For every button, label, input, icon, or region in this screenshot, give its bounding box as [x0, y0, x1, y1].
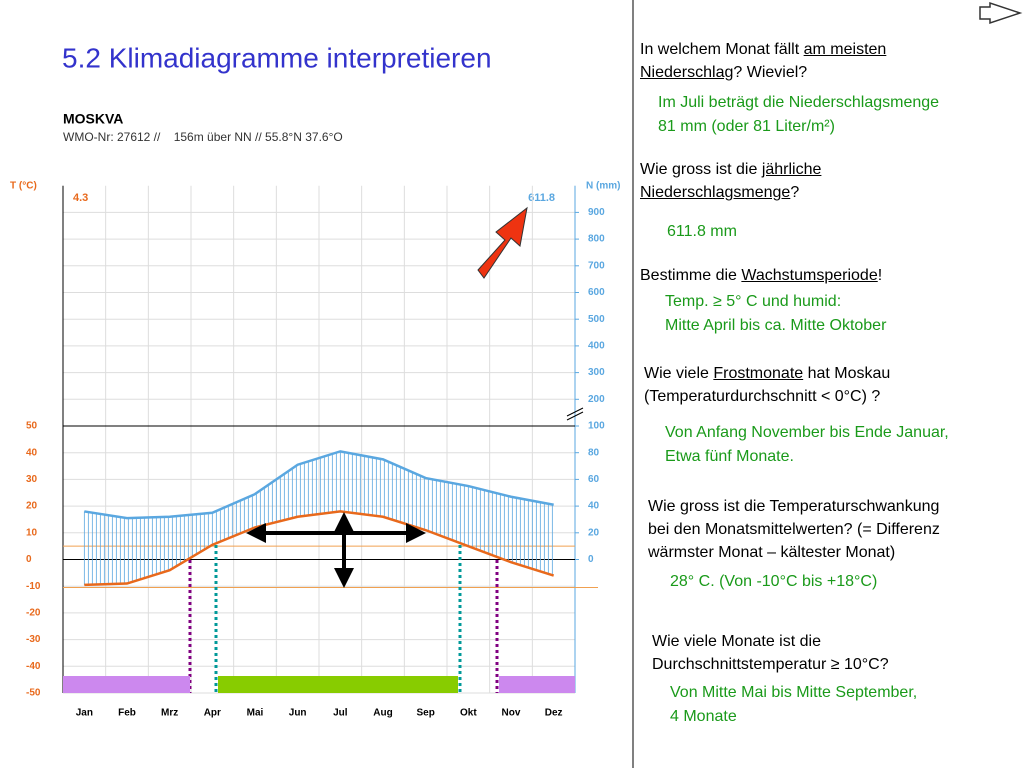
- y-tick-label: 0: [26, 554, 32, 565]
- y2-tick-label: 900: [588, 207, 605, 218]
- next-button[interactable]: [979, 1, 1023, 25]
- question-text: ? Wieviel?: [733, 64, 808, 81]
- period-bar: [63, 676, 190, 693]
- question: In welchem Monat fällt am meisten Nieder…: [640, 38, 960, 84]
- y-tick-label: -40: [26, 661, 41, 672]
- x-tick-label: Okt: [460, 708, 477, 719]
- y2-tick-label: 60: [588, 474, 600, 485]
- x-tick-label: Aug: [373, 708, 392, 719]
- x-tick-label: Sep: [416, 708, 434, 719]
- annotation-layer: -50-40-30-20-100102030405002040608010020…: [26, 185, 605, 719]
- question-keyword: Frostmonate: [713, 365, 804, 382]
- period-bar: [218, 676, 458, 693]
- chart-title: MOSKVA: [63, 111, 123, 127]
- y-tick-label: 30: [26, 474, 38, 485]
- answer: Temp. ≥ 5° C und humid: Mitte April bis c…: [665, 290, 886, 338]
- question-text: Bestimme die: [640, 267, 742, 284]
- answer-line: 4 Monate: [670, 708, 737, 725]
- y2-tick-label: 100: [588, 421, 605, 432]
- question: Wie gross ist die Temperaturschwankung be…: [648, 495, 1018, 564]
- y-axis-label: T (°C): [10, 181, 37, 192]
- x-tick-label: Jan: [76, 708, 93, 719]
- y-tick-label: -10: [26, 581, 41, 592]
- y-tick-label: 40: [26, 447, 38, 458]
- answer: Von Anfang November bis Ende Januar, Etwa…: [665, 421, 949, 469]
- y2-axis-label: N (mm): [586, 181, 620, 192]
- answer-line: Im Juli beträgt die Niederschlagsmenge: [658, 94, 940, 111]
- answer: Im Juli beträgt die Niederschlagsmenge 81…: [658, 91, 939, 139]
- question-line: Wie viele Monate ist die: [652, 633, 821, 650]
- x-tick-label: Mai: [247, 708, 264, 719]
- question: Wie viele Frostmonate hat Moskau (Temper…: [644, 362, 974, 408]
- y-tick-label: -30: [26, 634, 41, 645]
- question-line: wärmster Monat – kältester Monat): [648, 544, 896, 561]
- answer-line: 611.8 mm: [667, 223, 737, 240]
- chart-subtitle: WMO-Nr: 27612 // 156m über NN // 55.8°N …: [63, 130, 343, 144]
- answer-line: Von Anfang November bis Ende Januar,: [665, 424, 949, 441]
- question-line: Durchschnittstemperatur ≥ 10°C?: [652, 656, 889, 673]
- series-line: [84, 510, 555, 587]
- answer-line: Mitte April bis ca. Mitte Oktober: [665, 317, 887, 334]
- slide-title: 5.2 Klimadiagramme interpretieren: [62, 42, 492, 73]
- answer: 611.8 mm: [667, 220, 737, 244]
- series-line: [84, 450, 554, 520]
- y2-tick-label: 80: [588, 447, 600, 458]
- question-text: Wie viele: [644, 365, 714, 382]
- y2-tick-label: 20: [588, 527, 600, 538]
- y-tick-label: 50: [26, 421, 38, 432]
- y2-tick-label: 700: [588, 260, 605, 271]
- answer-line: Etwa fünf Monate.: [665, 448, 794, 465]
- x-tick-label: Apr: [204, 708, 221, 719]
- y2-tick-label: 300: [588, 367, 605, 378]
- question-text: ?: [790, 184, 800, 201]
- answer: 28° C. (Von -10°C bis +18°C): [670, 570, 877, 594]
- answer: Von Mitte Mai bis Mitte September, 4 Mona…: [670, 681, 917, 729]
- x-tick-label: Mrz: [161, 708, 178, 719]
- question-text: Wie gross ist die: [640, 161, 762, 178]
- question-keyword: Wachstumsperiode: [741, 267, 878, 284]
- y-tick-label: 20: [26, 501, 38, 512]
- question-line: bei den Monatsmittelwerten? (= Differenz: [648, 521, 940, 538]
- question-text: !: [877, 267, 883, 284]
- x-tick-label: Dez: [545, 708, 563, 719]
- question: Wie viele Monate ist die Durchschnittstem…: [652, 630, 1012, 676]
- question: Bestimme die Wachstumsperiode!: [640, 264, 1000, 287]
- answer-line: Temp. ≥ 5° C und humid:: [665, 293, 842, 310]
- period-bar: [499, 676, 575, 693]
- x-tick-label: Jun: [289, 708, 307, 719]
- question-text: hat Moskau (Temperaturdurchschnitt < 0°C…: [644, 365, 891, 405]
- y2-tick-label: 40: [588, 501, 600, 512]
- question-text: In welchem Monat fällt: [640, 41, 804, 58]
- y2-tick-label: 800: [588, 234, 605, 245]
- y2-tick-label: 600: [588, 287, 605, 298]
- y-tick-label: 10: [26, 527, 38, 538]
- pointer-arrow: [477, 206, 528, 279]
- y2-tick-label: 200: [588, 394, 605, 405]
- answer-line: Von Mitte Mai bis Mitte September,: [670, 684, 918, 701]
- question-keyword: jährliche Niederschlagsmenge: [640, 161, 822, 201]
- annotation: 611.8: [528, 192, 555, 204]
- y2-tick-label: 0: [588, 554, 594, 565]
- x-tick-label: Jul: [333, 708, 348, 719]
- y-tick-label: -50: [26, 688, 41, 699]
- annotation: 4.3: [73, 192, 88, 204]
- answer-line: 28° C. (Von -10°C bis +18°C): [670, 573, 878, 590]
- y-tick-label: -20: [26, 608, 41, 619]
- y2-tick-label: 400: [588, 341, 605, 352]
- question-keyword: am meisten Niederschlag: [640, 41, 887, 81]
- x-tick-label: Feb: [118, 708, 136, 719]
- question: Wie gross ist die jährliche Niederschlag…: [640, 158, 960, 204]
- question-line: Wie gross ist die Temperaturschwankung: [648, 498, 940, 515]
- break-mark: [566, 407, 584, 421]
- y2-tick-label: 500: [588, 314, 605, 325]
- answer-line: 81 mm (oder 81 Liter/m²): [658, 118, 835, 135]
- x-tick-label: Nov: [502, 708, 521, 719]
